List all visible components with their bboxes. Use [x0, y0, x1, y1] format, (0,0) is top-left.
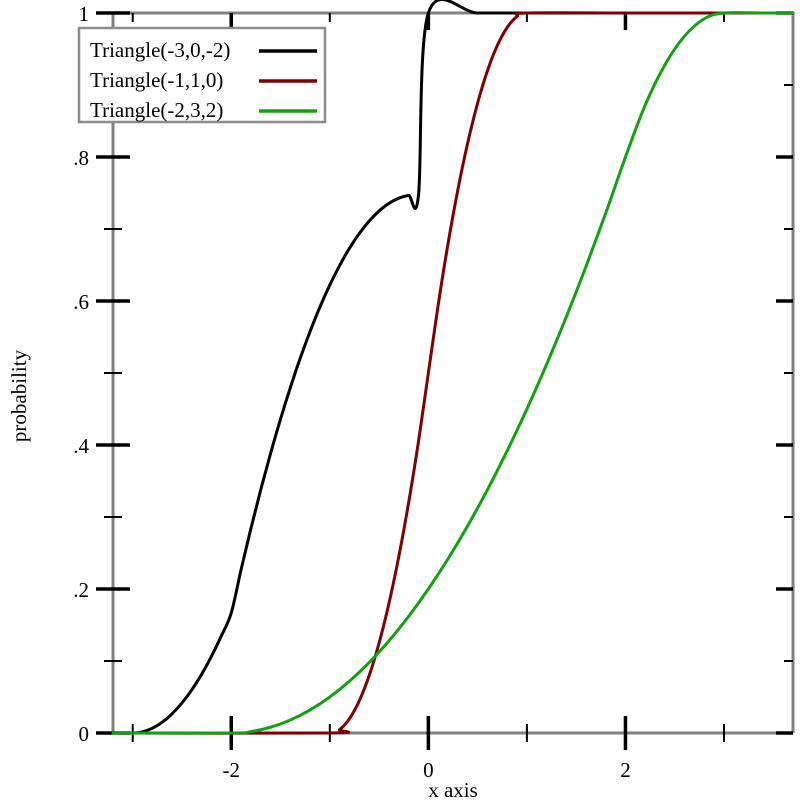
- y-axis-title: probability: [7, 349, 31, 442]
- legend-box: [77, 26, 327, 124]
- legend-label-3: Triangle(-2,3,2): [90, 98, 223, 122]
- y-tick-label: .2: [73, 578, 89, 602]
- legend-label-2: Triangle(-1,1,0): [90, 68, 223, 92]
- x-tick-labels: -2 0 2: [223, 758, 631, 782]
- y-tick-label: .6: [73, 290, 89, 314]
- y-tick-label: .8: [73, 146, 89, 170]
- axis-ticks: [96, 11, 793, 750]
- series-line-1: [111, 0, 795, 735]
- y-tick-label: .4: [73, 434, 89, 458]
- x-tick-label: -2: [223, 758, 241, 782]
- x-axis-title: x axis: [428, 778, 478, 802]
- x-tick-label: 2: [620, 758, 631, 782]
- legend-label-1: Triangle(-3,0,-2): [90, 38, 230, 62]
- data-series-group: [111, 0, 795, 735]
- y-tick-label: 0: [79, 722, 90, 746]
- legend: Triangle(-3,0,-2) Triangle(-1,1,0) Triangl…: [77, 26, 327, 124]
- x-tick-label: 0: [423, 758, 434, 782]
- y-tick-label: 1: [79, 2, 90, 26]
- series-line-2: [111, 11, 795, 735]
- series-line-3: [111, 11, 795, 735]
- y-tick-labels: 0 .2 .4 .6 .8 1: [73, 2, 89, 746]
